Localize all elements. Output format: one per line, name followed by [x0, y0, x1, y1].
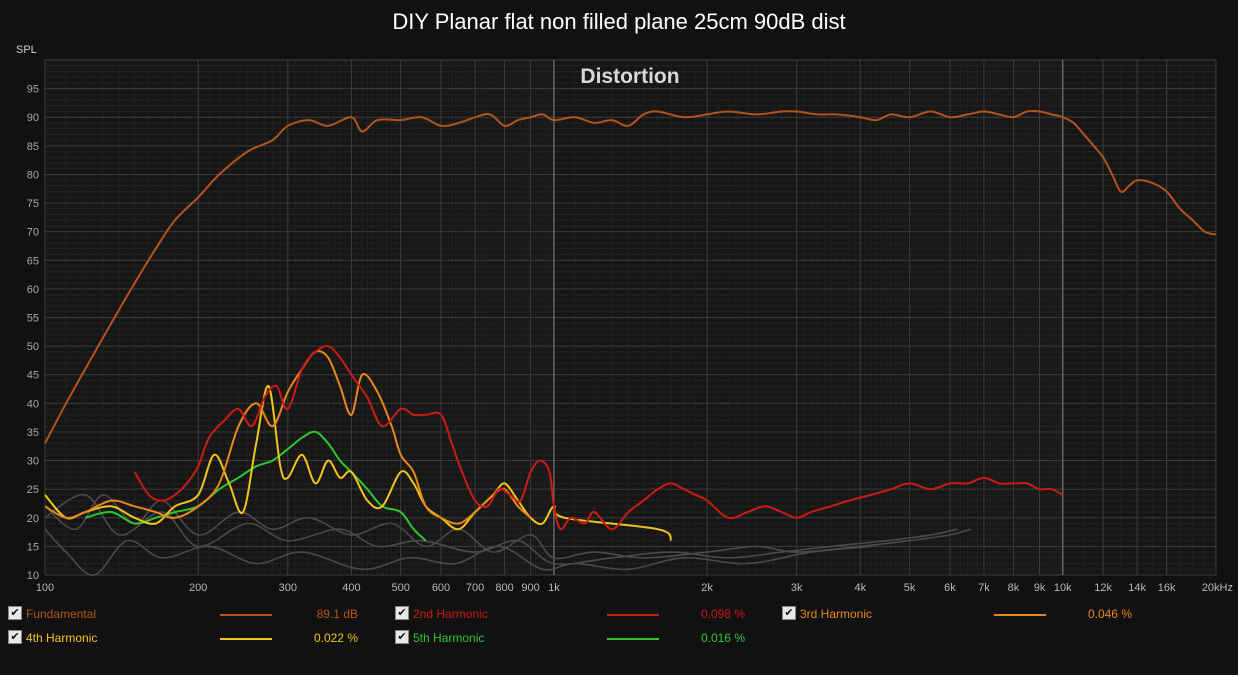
chart-subtitle: Distortion: [580, 65, 679, 88]
x-tick-label: 7k: [978, 582, 990, 594]
legend-value-3rd-harmonic: 0.046 %: [1087, 607, 1132, 621]
checkbox-5th-harmonic[interactable]: ✔: [395, 630, 409, 644]
legend-value-2nd-harmonic: 0.098 %: [700, 607, 745, 621]
x-tick-label: 600: [432, 582, 450, 594]
checkbox-2nd-harmonic[interactable]: ✔: [395, 606, 409, 620]
checkbox-fundamental[interactable]: ✔: [8, 606, 22, 620]
x-tick-label: 10k: [1054, 582, 1072, 594]
x-tick-label: 400: [342, 582, 360, 594]
noise-floor-trace: [44, 494, 958, 566]
y-tick-label: 80: [27, 169, 39, 181]
y-tick-label: 20: [27, 513, 39, 525]
x-tick-label: 800: [495, 582, 513, 594]
legend-swatch-2nd-harmonic: [607, 614, 659, 616]
checkbox-3rd-harmonic[interactable]: ✔: [782, 606, 796, 620]
y-tick-label: 25: [27, 484, 39, 496]
x-tick-label: 16k: [1158, 582, 1176, 594]
x-tick-label: 900: [521, 582, 539, 594]
y-tick-label: 70: [27, 227, 39, 239]
legend-label-4th-harmonic: 4th Harmonic: [26, 631, 98, 645]
x-tick-label: 100: [36, 582, 54, 594]
legend-label-3rd-harmonic: 3rd Harmonic: [800, 607, 873, 621]
legend-item-5th-harmonic[interactable]: ✔ 5th Harmonic 0.016 %: [395, 627, 775, 647]
legend-swatch-5th-harmonic: [607, 638, 659, 640]
legend-label-5th-harmonic: 5th Harmonic: [413, 631, 485, 645]
legend-label-fundamental: Fundamental: [26, 607, 97, 621]
y-tick-label: 45: [27, 370, 39, 382]
x-tick-label: 14k: [1128, 582, 1146, 594]
legend-item-fundamental[interactable]: ✔ Fundamental 89.1 dB: [8, 603, 388, 623]
y-tick-label: 50: [27, 341, 39, 353]
y-tick-label: 75: [27, 198, 39, 210]
legend-value-fundamental: 89.1 dB: [316, 607, 358, 621]
axis-labels: 10 15 20 25 30 35 40 45 50 55 60 65 70 75 80 85 90 95 100 2…: [27, 84, 1233, 594]
series-line-5th-harmonic: [85, 430, 427, 542]
legend-item-4th-harmonic[interactable]: ✔ 4th Harmonic 0.022 %: [8, 627, 388, 647]
y-tick-label: 10: [27, 570, 39, 582]
x-tick-label: 8k: [1008, 582, 1020, 594]
x-tick-label: 9k: [1034, 582, 1046, 594]
grid-major: [44, 59, 1217, 576]
y-tick-label: 95: [27, 84, 39, 96]
series-layer: [44, 109, 1217, 542]
y-tick-label: 55: [27, 313, 39, 325]
y-tick-label: 40: [27, 398, 39, 410]
legend-item-2nd-harmonic[interactable]: ✔ 2nd Harmonic 0.098 %: [395, 603, 775, 623]
noise-floor-trace: [44, 528, 872, 576]
legend-value-5th-harmonic: 0.016 %: [700, 631, 745, 645]
legend-swatch-3rd-harmonic: [994, 614, 1046, 616]
y-tick-label: 60: [27, 284, 39, 296]
legend-value-4th-harmonic: 0.022 %: [313, 631, 358, 645]
y-tick-label: 30: [27, 456, 39, 468]
y-axis-label: SPL: [16, 44, 37, 56]
x-tick-label: 300: [279, 582, 297, 594]
distortion-plot: 10 15 20 25 30 35 40 45 50 55 60 65 70 75 80 85 90 95 100 2…: [16, 44, 1233, 594]
x-tick-label: 5k: [904, 582, 916, 594]
legend: ✔ Fundamental 89.1 dB ✔ 2nd Harmonic 0.0…: [0, 600, 1238, 675]
x-tick-label: 200: [189, 582, 207, 594]
checkbox-4th-harmonic[interactable]: ✔: [8, 630, 22, 644]
y-tick-label: 85: [27, 141, 39, 153]
x-tick-label: 2k: [701, 582, 713, 594]
y-tick-label: 65: [27, 255, 39, 267]
series-line-3rd-harmonic: [44, 350, 532, 525]
x-tick-label: 3k: [791, 582, 803, 594]
x-tick-label: 700: [466, 582, 484, 594]
y-tick-label: 15: [27, 541, 39, 553]
x-tick-label: 6k: [944, 582, 956, 594]
x-tick-label: 20kHz: [1202, 582, 1233, 594]
legend-label-2nd-harmonic: 2nd Harmonic: [413, 607, 488, 621]
y-tick-label: 90: [27, 112, 39, 124]
x-tick-label: 500: [392, 582, 410, 594]
series-line-fundamental: [44, 109, 1217, 444]
legend-item-3rd-harmonic[interactable]: ✔ 3rd Harmonic 0.046 %: [782, 603, 1162, 623]
legend-swatch-4th-harmonic: [220, 638, 272, 640]
chart-title: DIY Planar flat non filled plane 25cm 90…: [392, 9, 846, 34]
y-tick-label: 35: [27, 427, 39, 439]
x-tick-label: 1k: [548, 582, 560, 594]
x-tick-label: 4k: [854, 582, 866, 594]
x-tick-label: 12k: [1094, 582, 1112, 594]
legend-swatch-fundamental: [220, 614, 272, 616]
series-line-2nd-harmonic: [133, 344, 1064, 531]
